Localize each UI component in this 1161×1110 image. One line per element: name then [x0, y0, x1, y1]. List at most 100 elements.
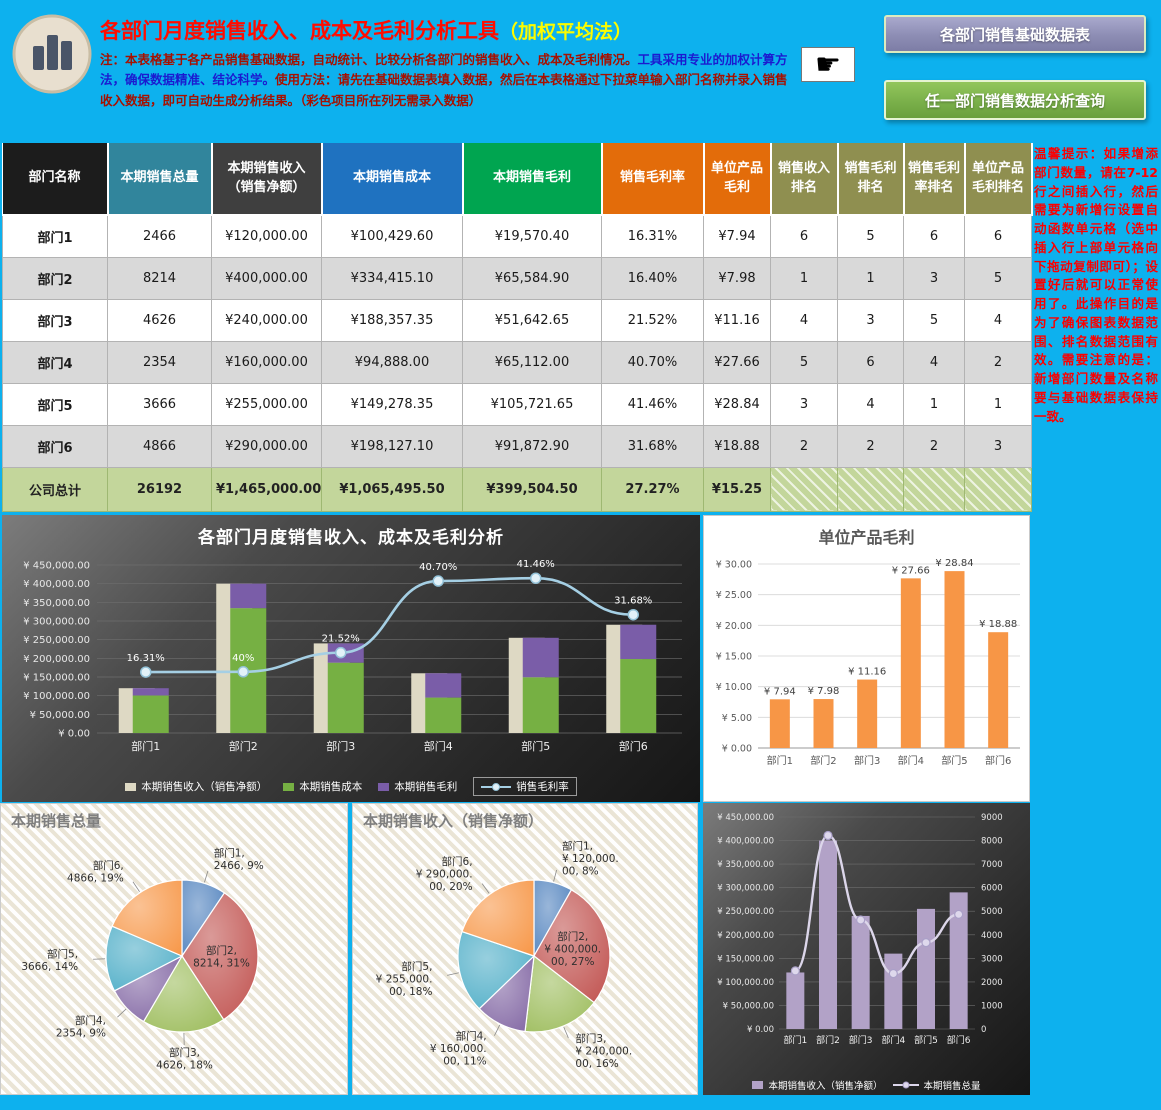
cell[interactable]: 3 [837, 298, 904, 342]
cell[interactable]: 2 [837, 424, 904, 468]
cell[interactable]: 3 [770, 382, 838, 426]
cell[interactable]: ¥18.88 [703, 424, 771, 468]
cell[interactable]: ¥7.98 [703, 256, 771, 300]
cell[interactable]: 6 [837, 340, 904, 384]
bar-cost [327, 662, 364, 733]
total-cell[interactable]: ¥399,504.50 [462, 466, 602, 512]
cell[interactable]: 2 [770, 424, 838, 468]
x-axis-label: 部门5 [521, 739, 550, 753]
cell[interactable]: 5 [770, 340, 838, 384]
value-label: ¥ 11.16 [848, 667, 886, 678]
cell[interactable]: 5 [903, 298, 965, 342]
cell[interactable]: ¥11.16 [703, 298, 771, 342]
y-tick-label: ¥ 30.00 [716, 560, 752, 571]
cell[interactable]: 1 [964, 382, 1032, 426]
cell[interactable]: ¥51,642.65 [462, 298, 602, 342]
y-tick-label-left: ¥ 250,000.00 [717, 907, 774, 917]
basic-data-sheet-button[interactable]: 各部门销售基础数据表 [884, 15, 1146, 53]
cell[interactable]: 41.46% [601, 382, 704, 426]
cell[interactable]: 3666 [107, 382, 212, 426]
cell[interactable]: 4866 [107, 424, 212, 468]
cell[interactable]: ¥94,888.00 [321, 340, 463, 384]
total-cell[interactable] [964, 466, 1032, 512]
cell[interactable]: 4626 [107, 298, 212, 342]
cell[interactable]: 4 [964, 298, 1032, 342]
cell[interactable]: 4 [837, 382, 904, 426]
cell[interactable]: 4 [770, 298, 838, 342]
cell[interactable]: ¥27.66 [703, 340, 771, 384]
cell[interactable]: 21.52% [601, 298, 704, 342]
cell[interactable]: 5 [964, 256, 1032, 300]
cell[interactable]: ¥120,000.00 [211, 214, 322, 258]
cell[interactable]: 6 [903, 214, 965, 258]
pie-chart-revenue: 部门1, ¥ 120,000. 00, 8% 部门2, ¥ 400,000. 00, 27… [352, 803, 698, 1095]
cell[interactable]: 1 [770, 256, 838, 300]
cell[interactable]: 3 [903, 256, 965, 300]
cell[interactable]: ¥240,000.00 [211, 298, 322, 342]
dept-name-cell[interactable]: 部门4 [2, 340, 108, 384]
dept-name-cell[interactable]: 部门6 [2, 424, 108, 468]
rate-label: 21.52% [322, 634, 360, 645]
cell[interactable]: ¥7.94 [703, 214, 771, 258]
cell[interactable]: ¥188,357.35 [321, 298, 463, 342]
dept-name-cell[interactable]: 部门2 [2, 256, 108, 300]
cell[interactable]: ¥65,112.00 [462, 340, 602, 384]
cell[interactable]: 6 [770, 214, 838, 258]
combo-chart-volume-revenue-svg: ¥ 0.00 ¥ 50,000.00 ¥ 100,000.00 ¥ 150,000.0… [717, 813, 1002, 1046]
cell[interactable]: ¥334,415.10 [321, 256, 463, 300]
cell[interactable]: 2466 [107, 214, 212, 258]
bar-chart-logo-icon [12, 14, 92, 94]
cell[interactable]: ¥19,570.40 [462, 214, 602, 258]
total-cell[interactable]: 26192 [107, 466, 212, 512]
cell[interactable]: ¥160,000.00 [211, 340, 322, 384]
total-cell[interactable]: ¥15.25 [703, 466, 771, 512]
cell[interactable]: ¥198,127.10 [321, 424, 463, 468]
chart-legend: 本期销售收入（销售净额） 本期销售总量 [703, 1078, 1030, 1092]
cell[interactable]: 2 [903, 424, 965, 468]
rate-label: 31.68% [614, 596, 652, 607]
cell[interactable]: ¥105,721.65 [462, 382, 602, 426]
pie-label: 部门6, 4866, 19% [67, 859, 124, 885]
cell[interactable]: 5 [837, 214, 904, 258]
cell[interactable]: 1 [837, 256, 904, 300]
dept-name-cell[interactable]: 部门5 [2, 382, 108, 426]
dept-name-cell[interactable]: 部门1 [2, 214, 108, 258]
rate-label: 16.31% [127, 653, 165, 664]
cell[interactable]: 16.31% [601, 214, 704, 258]
cell[interactable]: 4 [903, 340, 965, 384]
x-axis-label: 部门1 [767, 754, 793, 767]
total-cell[interactable]: 公司总计 [2, 466, 108, 512]
y-tick-label: ¥ 300,000.00 [23, 617, 90, 628]
total-cell[interactable] [770, 466, 838, 512]
cell[interactable]: ¥65,584.90 [462, 256, 602, 300]
cell[interactable]: 40.70% [601, 340, 704, 384]
label-leader-line [553, 869, 558, 882]
cell[interactable]: ¥149,278.35 [321, 382, 463, 426]
cell[interactable]: 3 [964, 424, 1032, 468]
cell[interactable]: 2354 [107, 340, 212, 384]
cell[interactable]: ¥400,000.00 [211, 256, 322, 300]
total-cell[interactable] [837, 466, 904, 512]
cell[interactable]: ¥255,000.00 [211, 382, 322, 426]
dept-name-cell[interactable]: 部门3 [2, 298, 108, 342]
total-cell[interactable] [903, 466, 965, 512]
cell[interactable]: 2 [964, 340, 1032, 384]
cell[interactable]: 6 [964, 214, 1032, 258]
legend-line-icon [481, 782, 512, 791]
cell[interactable]: 16.40% [601, 256, 704, 300]
cell[interactable]: ¥100,429.60 [321, 214, 463, 258]
cell[interactable]: ¥290,000.00 [211, 424, 322, 468]
line-marker [530, 572, 542, 584]
cell[interactable]: ¥28.84 [703, 382, 771, 426]
department-query-button[interactable]: 任一部门销售数据分析查询 [884, 80, 1146, 120]
total-cell[interactable]: ¥1,065,495.50 [321, 466, 463, 512]
total-cell[interactable]: ¥1,465,000.00 [211, 466, 322, 512]
x-axis-label: 部门3 [854, 754, 880, 767]
total-cell[interactable]: 27.27% [601, 466, 704, 512]
cell[interactable]: 1 [903, 382, 965, 426]
line-marker [335, 646, 347, 659]
legend-swatch [283, 782, 295, 791]
cell[interactable]: 8214 [107, 256, 212, 300]
cell[interactable]: ¥91,872.90 [462, 424, 602, 468]
cell[interactable]: 31.68% [601, 424, 704, 468]
